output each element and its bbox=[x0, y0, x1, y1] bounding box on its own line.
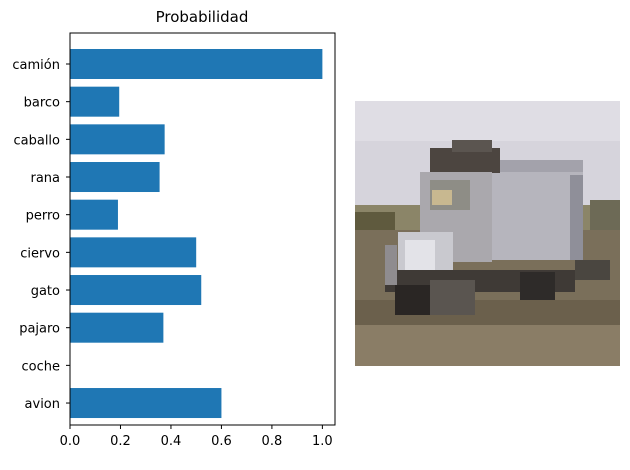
bars-group bbox=[70, 49, 323, 419]
truck-photo-icon bbox=[355, 101, 620, 366]
y-tick-label: camión bbox=[12, 58, 60, 73]
x-tick-label: 0.4 bbox=[161, 434, 182, 449]
y-tick-label: caballo bbox=[13, 133, 60, 148]
x-axis-ticks: 0.0 0.2 0.4 0.6 0.8 1.0 bbox=[60, 425, 333, 449]
y-tick-label: ciervo bbox=[20, 246, 60, 261]
y-tick-label: coche bbox=[22, 359, 61, 374]
x-tick-label: 0.0 bbox=[60, 434, 81, 449]
plot-area: camión barco caballo rana perro ciervo gato paj… bbox=[12, 32, 336, 449]
bar-barco bbox=[70, 86, 120, 117]
bar-perro bbox=[70, 199, 118, 230]
y-tick-label: barco bbox=[24, 96, 60, 111]
bar-ciervo bbox=[70, 237, 197, 268]
y-tick-label: avion bbox=[25, 397, 60, 412]
y-tick-label: gato bbox=[31, 284, 60, 299]
x-tick-label: 1.0 bbox=[312, 434, 333, 449]
x-tick-label: 0.2 bbox=[110, 434, 131, 449]
bar-caballo bbox=[70, 124, 165, 155]
bar-gato bbox=[70, 275, 202, 306]
y-axis-ticks: camión barco caballo rana perro ciervo gato paj… bbox=[12, 58, 70, 412]
x-tick-label: 0.6 bbox=[211, 434, 232, 449]
chart-title: Probabilidad bbox=[156, 8, 249, 26]
bar-rana bbox=[70, 162, 160, 193]
y-tick-label: perro bbox=[26, 209, 60, 224]
bar-avion bbox=[70, 388, 222, 419]
axes-frame bbox=[69, 32, 336, 426]
bar-pajaro bbox=[70, 312, 164, 343]
bar-camión bbox=[70, 49, 323, 79]
x-tick-label: 0.8 bbox=[262, 434, 283, 449]
y-tick-label: rana bbox=[30, 171, 60, 186]
y-tick-label: pajaro bbox=[19, 322, 60, 337]
